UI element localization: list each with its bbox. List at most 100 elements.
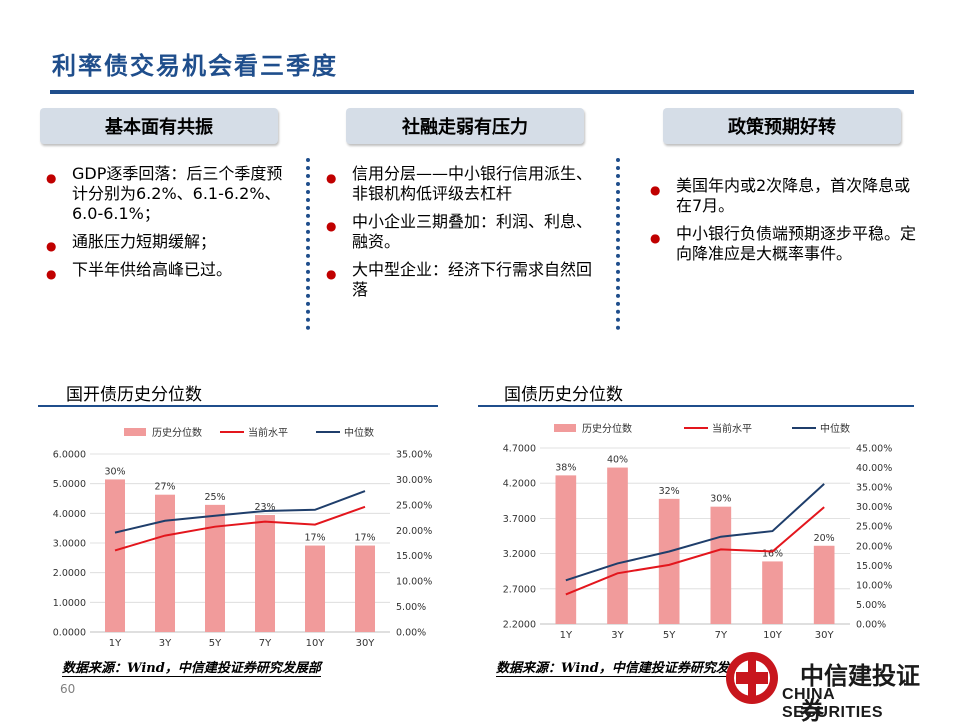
x-tick-label: 30Y: [356, 638, 376, 649]
y-right-tick-label: 15.00%: [856, 561, 892, 572]
bar-data-label: 30%: [710, 494, 731, 505]
bullet-text: 中小企业三期叠加：利润、利息、融资。: [352, 212, 593, 251]
bar: [255, 515, 275, 632]
bar: [205, 504, 225, 632]
y-left-tick-label: 0.0000: [53, 628, 86, 639]
bar-data-label: 40%: [607, 455, 628, 466]
bar-data-label: 20%: [814, 533, 835, 544]
pill-policy: 政策预期好转: [663, 108, 901, 144]
y-left-tick-label: 2.7000: [503, 584, 536, 595]
cdb-percentile-chart: 历史分位数 当前水平 中位数 0.0000 1.0000 2.0000 3.0000 4.00…: [53, 426, 432, 649]
current-level-line: [565, 506, 825, 596]
bullet-icon: ●: [46, 267, 57, 281]
legend-swatch: [554, 424, 576, 432]
bar: [305, 545, 325, 632]
legend-swatch: [124, 428, 146, 436]
page-title: 利率债交易机会看三季度: [52, 51, 338, 80]
y-right-tick-label: 5.00%: [856, 600, 886, 611]
data-source-note: 数据来源：Wind，中信建投证券研究发展部: [62, 657, 321, 677]
company-logo: 中信建投证券 CHINA SECURITIES: [712, 648, 922, 725]
median-line: [565, 483, 825, 582]
bar-data-label: 16%: [762, 548, 783, 559]
y-left-tick-label: 6.0000: [53, 450, 86, 461]
legend-label: 当前水平: [248, 426, 288, 439]
y-right-tick-label: 5.00%: [396, 602, 426, 613]
bullet-text: 中小银行负债端预期逐步平稳。定向降准应是大概率事件。: [676, 224, 917, 263]
median-line: [114, 490, 366, 534]
pill-social-financing: 社融走弱有压力: [346, 108, 584, 144]
bar-data-label: 27%: [154, 482, 175, 493]
bullet-icon: ●: [650, 231, 661, 245]
data-source-note: 数据来源：Wind，中信建投证券研究发展部: [496, 657, 755, 677]
y-right-tick-label: 10.00%: [856, 580, 892, 591]
x-tick-label: 1Y: [560, 630, 573, 641]
y-right-tick-label: 45.00%: [856, 444, 892, 455]
bullet-text: 通胀压力短期缓解；: [72, 232, 217, 251]
y-left-tick-label: 5.0000: [53, 479, 86, 490]
title-divider: [50, 90, 914, 94]
bullet-icon: ●: [46, 239, 57, 253]
bar: [710, 506, 732, 624]
bar: [813, 545, 835, 624]
bar: [762, 561, 783, 624]
bullet-icon: ●: [46, 171, 57, 185]
x-tick-label: 3Y: [611, 630, 624, 641]
treasury-percentile-chart: 历史分位数 当前水平 中位数 2.2000 2.7000 3.2000 3.7000 4.20…: [503, 422, 892, 641]
bullet-item: ● GDP逐季回落：后三个季度预计分别为6.2%、6.1-6.2%、6.0-6.1…: [44, 164, 294, 224]
x-tick-label: 1Y: [109, 638, 122, 649]
current-level-line: [114, 505, 366, 552]
bar-data-label: 23%: [254, 502, 275, 513]
y-right-tick-label: 40.00%: [856, 463, 892, 474]
bar: [658, 498, 680, 624]
y-right-tick-label: 0.00%: [396, 628, 426, 639]
x-tick-label: 5Y: [663, 630, 676, 641]
social-financing-column: ● 信用分层——中小银行信用派生、非银机构低评级去杠杆 ● 中小企业三期叠加：利润、…: [324, 164, 606, 308]
page-number: 60: [60, 682, 76, 696]
x-tick-label: 7Y: [259, 638, 272, 649]
y-right-tick-label: 20.00%: [856, 541, 892, 552]
chart-title-cdb: 国开债历史分位数: [66, 385, 202, 405]
y-left-tick-label: 2.2000: [503, 620, 536, 631]
bar: [155, 494, 175, 632]
column-divider: [616, 158, 620, 330]
bullet-text: GDP逐季回落：后三个季度预计分别为6.2%、6.1-6.2%、6.0-6.1%…: [72, 164, 283, 223]
x-tick-label: 10Y: [763, 630, 783, 641]
chart-divider: [38, 405, 438, 407]
logo-emblem-icon: [726, 652, 778, 704]
y-left-tick-label: 4.0000: [53, 509, 86, 520]
bullet-item: ● 下半年供给高峰已过。: [44, 260, 294, 281]
bullet-item: ● 中小银行负债端预期逐步平稳。定向降准应是大概率事件。: [648, 224, 926, 264]
bar: [105, 479, 125, 632]
x-tick-label: 10Y: [306, 638, 326, 649]
bullet-text: 大中型企业：经济下行需求自然回落: [352, 260, 593, 299]
bullet-text: 美国年内或2次降息，首次降息或在7月。: [676, 176, 911, 215]
column-divider: [306, 158, 310, 330]
legend-label: 历史分位数: [152, 426, 202, 439]
y-left-tick-label: 4.2000: [503, 479, 536, 490]
bullet-item: ● 信用分层——中小银行信用派生、非银机构低评级去杠杆: [324, 164, 606, 204]
y-left-tick-label: 3.2000: [503, 549, 536, 560]
y-right-tick-label: 15.00%: [396, 551, 432, 562]
bar-data-label: 17%: [304, 533, 325, 544]
x-tick-label: 30Y: [815, 630, 835, 641]
y-right-tick-label: 30.00%: [856, 502, 892, 513]
x-tick-label: 7Y: [715, 630, 728, 641]
logo-chinese-name: 中信建投证券: [800, 661, 920, 725]
y-right-tick-label: 0.00%: [856, 620, 886, 631]
fundamentals-column: ● GDP逐季回落：后三个季度预计分别为6.2%、6.1-6.2%、6.0-6.1…: [44, 164, 294, 288]
bar-data-label: 17%: [354, 533, 375, 544]
y-right-tick-label: 25.00%: [396, 500, 432, 511]
bullet-icon: ●: [650, 183, 661, 197]
bullet-item: ● 大中型企业：经济下行需求自然回落: [324, 260, 606, 300]
y-right-tick-label: 30.00%: [396, 475, 432, 486]
bullet-icon: ●: [326, 267, 337, 281]
y-right-tick-label: 35.00%: [856, 483, 892, 494]
y-left-tick-label: 2.0000: [53, 568, 86, 579]
bar-data-label: 38%: [555, 462, 576, 473]
bar-data-label: 32%: [659, 486, 680, 497]
legend-label: 当前水平: [712, 422, 752, 435]
bar-data-label: 25%: [204, 492, 225, 503]
legend-label: 中位数: [344, 426, 374, 439]
y-right-tick-label: 35.00%: [396, 450, 432, 461]
y-left-tick-label: 4.7000: [503, 444, 536, 455]
